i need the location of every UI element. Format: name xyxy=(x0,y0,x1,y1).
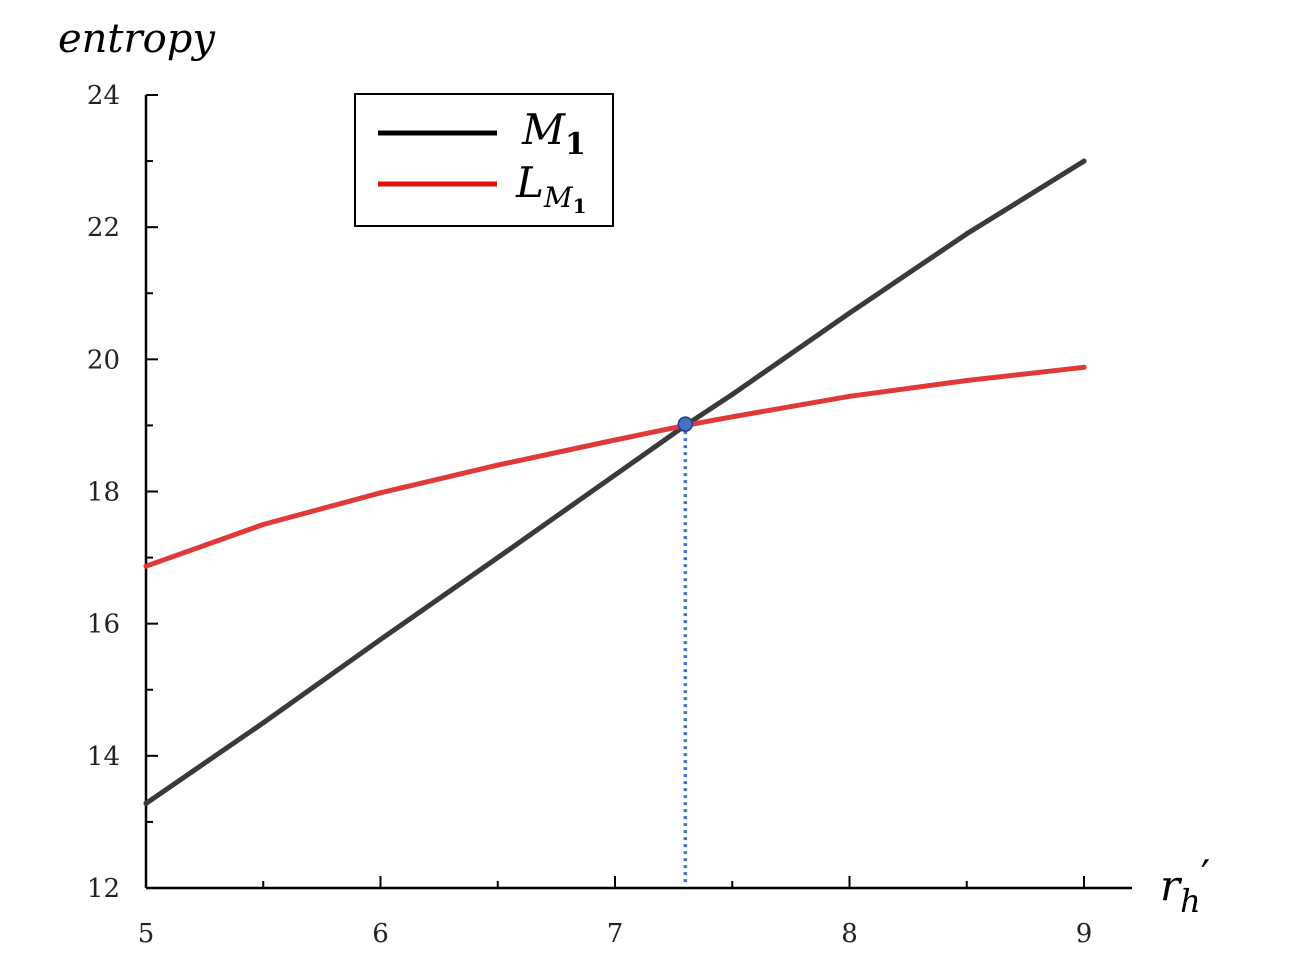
marker-layer xyxy=(677,416,694,885)
data-point-lm1 xyxy=(260,522,266,528)
data-point-lm1 xyxy=(378,490,383,496)
x-tick-label: 6 xyxy=(372,919,389,949)
legend-label-lm1-sub: M xyxy=(543,181,574,214)
legend-label-m1: M1 xyxy=(521,105,586,162)
y-tick-label: 16 xyxy=(87,610,120,640)
data-point-lm1 xyxy=(847,393,852,399)
data-point-m1 xyxy=(378,637,383,643)
data-point-m1 xyxy=(964,231,970,237)
data-point-lm1 xyxy=(964,377,970,383)
y-tick-label: 18 xyxy=(87,478,120,508)
x-axis-title-sub: h xyxy=(1180,882,1201,920)
data-point-lm1 xyxy=(1081,364,1087,370)
data-point-m1 xyxy=(495,555,501,561)
data-point-lm1 xyxy=(612,437,618,443)
x-axis-title: rh′ xyxy=(1160,851,1210,920)
legend-label-lm1-subsub: 1 xyxy=(573,194,587,218)
x-tick-label: 5 xyxy=(138,919,155,949)
y-tick-label: 14 xyxy=(87,742,120,772)
x-axis-title-base: r xyxy=(1160,861,1183,910)
data-point-m1 xyxy=(260,720,266,726)
y-axis-title: entropy xyxy=(58,16,216,62)
series-layer xyxy=(143,158,1087,806)
data-point-m1 xyxy=(1081,158,1087,164)
legend-label-m1-base: M xyxy=(521,105,566,154)
y-tick-label: 20 xyxy=(87,345,120,375)
intersection-point xyxy=(677,416,694,432)
legend: M1 LM1 xyxy=(354,93,614,227)
y-tick-label: 22 xyxy=(87,213,120,243)
data-point-m1 xyxy=(612,472,618,478)
data-point-m1 xyxy=(143,800,149,806)
x-axis-title-prime: ′ xyxy=(1201,851,1211,900)
axes-layer: 5 6 7 8 9 12 14 16 18 20 22 24 xyxy=(87,81,1132,949)
series-line-lm1 xyxy=(143,364,1087,569)
y-tick-label: 24 xyxy=(87,81,120,111)
data-point-lm1 xyxy=(729,414,735,420)
data-point-m1 xyxy=(729,391,735,397)
legend-label-lm1: LM1 xyxy=(515,158,586,218)
x-tick-label: 7 xyxy=(607,919,624,949)
series-line-m1 xyxy=(143,158,1087,806)
data-point-m1 xyxy=(847,310,852,316)
x-tick-label: 8 xyxy=(841,919,858,949)
legend-label-lm1-base: L xyxy=(515,158,544,207)
legend-box xyxy=(354,93,614,227)
data-point-lm1 xyxy=(143,563,149,569)
data-point-lm1 xyxy=(495,462,501,468)
x-tick-label: 9 xyxy=(1076,919,1093,949)
y-tick-label: 12 xyxy=(87,874,120,904)
legend-label-m1-sub: 1 xyxy=(565,127,586,162)
